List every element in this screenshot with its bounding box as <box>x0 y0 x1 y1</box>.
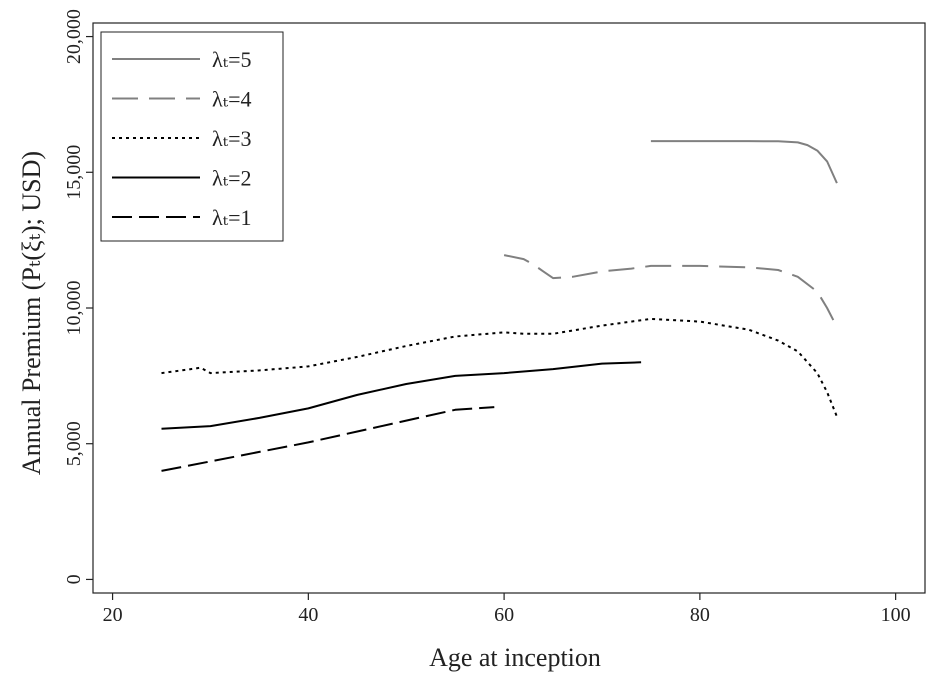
y-tick-label: 0 <box>63 574 85 584</box>
x-axis: 20 40 60 80 100 <box>103 593 911 626</box>
legend-box <box>100 31 284 242</box>
legend-label-2: λₜ=4 <box>212 87 252 112</box>
series-layer <box>161 140 838 472</box>
y-tick-label: 15,000 <box>63 145 85 200</box>
series-line-1 <box>650 140 838 184</box>
y-tick-label: 20,000 <box>63 9 85 64</box>
legend-label-5: λₜ=1 <box>212 205 252 230</box>
y-axis: 0 5,000 10,000 15,000 20,000 <box>63 9 93 584</box>
x-tick-label: 40 <box>298 604 318 626</box>
series-line-4 <box>161 361 642 430</box>
series-line-3 <box>161 317 838 417</box>
y-axis-title: Annual Premium (Pₜ(ξₜ); USD) <box>17 151 46 475</box>
legend-label-3: λₜ=3 <box>212 126 252 151</box>
x-axis-title: Age at inception <box>429 643 601 672</box>
series-line-2 <box>503 254 838 328</box>
x-tick-label: 80 <box>690 604 710 626</box>
series-line-5 <box>161 406 495 472</box>
x-tick-label: 100 <box>881 604 911 626</box>
legend-label-1: λₜ=5 <box>212 47 252 72</box>
x-tick-label: 20 <box>103 604 123 626</box>
y-tick-label: 10,000 <box>63 281 85 336</box>
legend: λₜ=5 λₜ=4 λₜ=3 λₜ=2 λₜ=1 <box>100 31 284 242</box>
legend-label-4: λₜ=2 <box>212 166 252 191</box>
y-tick-label: 5,000 <box>63 421 85 466</box>
x-tick-label: 60 <box>494 604 514 626</box>
